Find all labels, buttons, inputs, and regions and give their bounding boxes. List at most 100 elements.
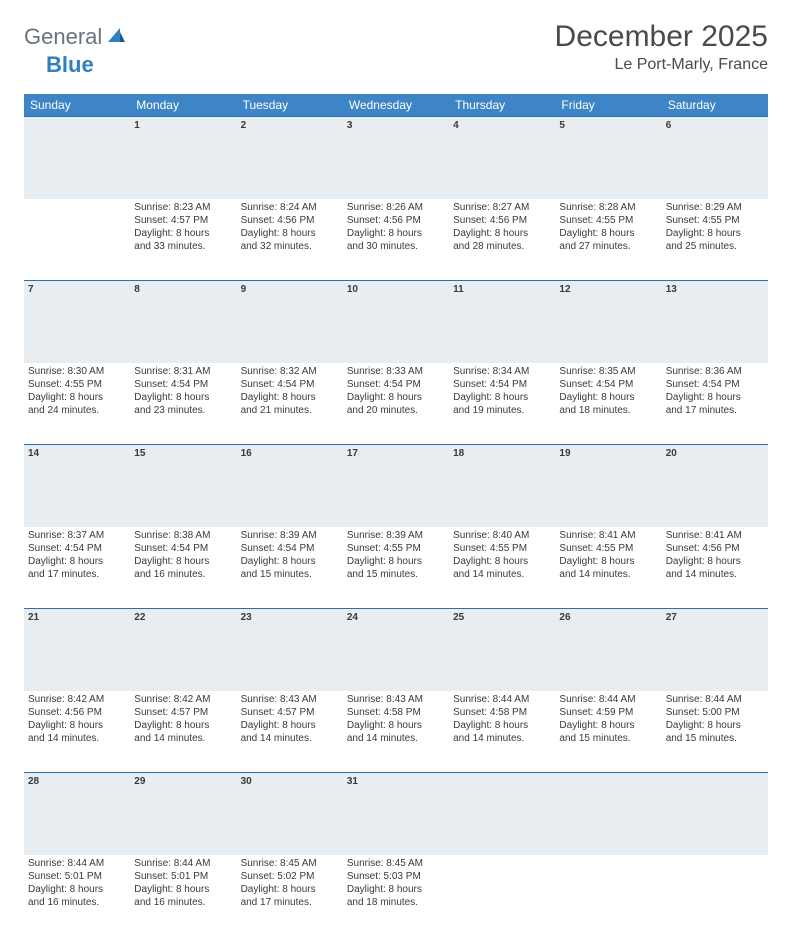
day-cell: Sunrise: 8:41 AMSunset: 4:55 PMDaylight:… — [555, 527, 661, 609]
sunset-text: Sunset: 4:55 PM — [559, 542, 657, 555]
daylight-text-2: and 20 minutes. — [347, 404, 445, 417]
daylight-text-1: Daylight: 8 hours — [453, 391, 551, 404]
day-cell: Sunrise: 8:24 AMSunset: 4:56 PMDaylight:… — [237, 199, 343, 281]
daylight-text-1: Daylight: 8 hours — [559, 227, 657, 240]
day-number: 20 — [662, 445, 768, 527]
daylight-text-2: and 25 minutes. — [666, 240, 764, 253]
day-number: 13 — [662, 281, 768, 363]
brand-part2: Blue — [46, 52, 94, 78]
daylight-text-1: Daylight: 8 hours — [666, 227, 764, 240]
day-cell: Sunrise: 8:30 AMSunset: 4:55 PMDaylight:… — [24, 363, 130, 445]
daylight-text-1: Daylight: 8 hours — [666, 391, 764, 404]
daylight-text-1: Daylight: 8 hours — [134, 555, 232, 568]
sunrise-text: Sunrise: 8:36 AM — [666, 365, 764, 378]
month-title: December 2025 — [555, 20, 768, 54]
daylight-text-1: Daylight: 8 hours — [241, 227, 339, 240]
day-number: 9 — [237, 281, 343, 363]
sunrise-text: Sunrise: 8:38 AM — [134, 529, 232, 542]
daylight-text-1: Daylight: 8 hours — [134, 883, 232, 896]
day-cell: Sunrise: 8:34 AMSunset: 4:54 PMDaylight:… — [449, 363, 555, 445]
sunrise-text: Sunrise: 8:24 AM — [241, 201, 339, 214]
sunset-text: Sunset: 4:57 PM — [134, 214, 232, 227]
sunset-text: Sunset: 4:55 PM — [347, 542, 445, 555]
sunset-text: Sunset: 4:55 PM — [559, 214, 657, 227]
sunset-text: Sunset: 4:56 PM — [347, 214, 445, 227]
daylight-text-2: and 17 minutes. — [241, 896, 339, 909]
sunset-text: Sunset: 4:58 PM — [453, 706, 551, 719]
sunrise-text: Sunrise: 8:34 AM — [453, 365, 551, 378]
day-cell: Sunrise: 8:44 AMSunset: 4:59 PMDaylight:… — [555, 691, 661, 773]
sunrise-text: Sunrise: 8:28 AM — [559, 201, 657, 214]
sunrise-text: Sunrise: 8:40 AM — [453, 529, 551, 542]
day-cell: Sunrise: 8:26 AMSunset: 4:56 PMDaylight:… — [343, 199, 449, 281]
sunrise-text: Sunrise: 8:44 AM — [666, 693, 764, 706]
brand-logo: General — [24, 24, 128, 50]
sunset-text: Sunset: 4:55 PM — [453, 542, 551, 555]
day-cell: Sunrise: 8:42 AMSunset: 4:57 PMDaylight:… — [130, 691, 236, 773]
day-cell: Sunrise: 8:43 AMSunset: 4:58 PMDaylight:… — [343, 691, 449, 773]
daylight-text-2: and 27 minutes. — [559, 240, 657, 253]
daylight-text-2: and 14 minutes. — [559, 568, 657, 581]
sunrise-text: Sunrise: 8:35 AM — [559, 365, 657, 378]
sunrise-text: Sunrise: 8:30 AM — [28, 365, 126, 378]
day-cell — [555, 855, 661, 937]
sunrise-text: Sunrise: 8:31 AM — [134, 365, 232, 378]
day-cell: Sunrise: 8:28 AMSunset: 4:55 PMDaylight:… — [555, 199, 661, 281]
daylight-text-2: and 15 minutes. — [347, 568, 445, 581]
info-row: Sunrise: 8:44 AMSunset: 5:01 PMDaylight:… — [24, 855, 768, 937]
daynum-row: 123456 — [24, 117, 768, 199]
day-cell: Sunrise: 8:40 AMSunset: 4:55 PMDaylight:… — [449, 527, 555, 609]
day-number: 11 — [449, 281, 555, 363]
sunrise-text: Sunrise: 8:42 AM — [134, 693, 232, 706]
day-number — [662, 773, 768, 855]
info-row: Sunrise: 8:37 AMSunset: 4:54 PMDaylight:… — [24, 527, 768, 609]
sunset-text: Sunset: 4:54 PM — [347, 378, 445, 391]
daylight-text-2: and 19 minutes. — [453, 404, 551, 417]
daylight-text-2: and 16 minutes. — [134, 568, 232, 581]
day-number: 27 — [662, 609, 768, 691]
day-number: 30 — [237, 773, 343, 855]
sunset-text: Sunset: 4:54 PM — [134, 542, 232, 555]
day-cell: Sunrise: 8:44 AMSunset: 5:01 PMDaylight:… — [24, 855, 130, 937]
day-number: 28 — [24, 773, 130, 855]
sunrise-text: Sunrise: 8:32 AM — [241, 365, 339, 378]
sunset-text: Sunset: 5:02 PM — [241, 870, 339, 883]
daylight-text-1: Daylight: 8 hours — [28, 883, 126, 896]
sunrise-text: Sunrise: 8:39 AM — [347, 529, 445, 542]
sunset-text: Sunset: 4:56 PM — [241, 214, 339, 227]
daylight-text-2: and 24 minutes. — [28, 404, 126, 417]
day-number: 16 — [237, 445, 343, 527]
day-cell: Sunrise: 8:44 AMSunset: 4:58 PMDaylight:… — [449, 691, 555, 773]
day-number: 25 — [449, 609, 555, 691]
sunset-text: Sunset: 4:54 PM — [241, 378, 339, 391]
day-number — [24, 117, 130, 199]
location-subtitle: Le Port-Marly, France — [555, 56, 768, 74]
sunrise-text: Sunrise: 8:33 AM — [347, 365, 445, 378]
day-number: 29 — [130, 773, 236, 855]
daylight-text-2: and 15 minutes. — [666, 732, 764, 745]
day-cell: Sunrise: 8:36 AMSunset: 4:54 PMDaylight:… — [662, 363, 768, 445]
daylight-text-2: and 15 minutes. — [559, 732, 657, 745]
daylight-text-1: Daylight: 8 hours — [347, 719, 445, 732]
sunrise-text: Sunrise: 8:26 AM — [347, 201, 445, 214]
day-cell: Sunrise: 8:39 AMSunset: 4:54 PMDaylight:… — [237, 527, 343, 609]
sunset-text: Sunset: 5:03 PM — [347, 870, 445, 883]
daylight-text-2: and 28 minutes. — [453, 240, 551, 253]
brand-part1: General — [24, 24, 102, 50]
daylight-text-1: Daylight: 8 hours — [347, 883, 445, 896]
daylight-text-2: and 18 minutes. — [559, 404, 657, 417]
daylight-text-2: and 21 minutes. — [241, 404, 339, 417]
day-cell: Sunrise: 8:35 AMSunset: 4:54 PMDaylight:… — [555, 363, 661, 445]
daylight-text-1: Daylight: 8 hours — [453, 227, 551, 240]
daylight-text-2: and 18 minutes. — [347, 896, 445, 909]
sunset-text: Sunset: 4:54 PM — [28, 542, 126, 555]
daylight-text-2: and 14 minutes. — [134, 732, 232, 745]
daylight-text-2: and 17 minutes. — [666, 404, 764, 417]
daylight-text-2: and 17 minutes. — [28, 568, 126, 581]
daylight-text-1: Daylight: 8 hours — [347, 391, 445, 404]
sunset-text: Sunset: 4:55 PM — [28, 378, 126, 391]
weekday-header: Monday — [130, 94, 236, 117]
day-number: 5 — [555, 117, 661, 199]
day-number: 12 — [555, 281, 661, 363]
weekday-header-row: Sunday Monday Tuesday Wednesday Thursday… — [24, 94, 768, 117]
